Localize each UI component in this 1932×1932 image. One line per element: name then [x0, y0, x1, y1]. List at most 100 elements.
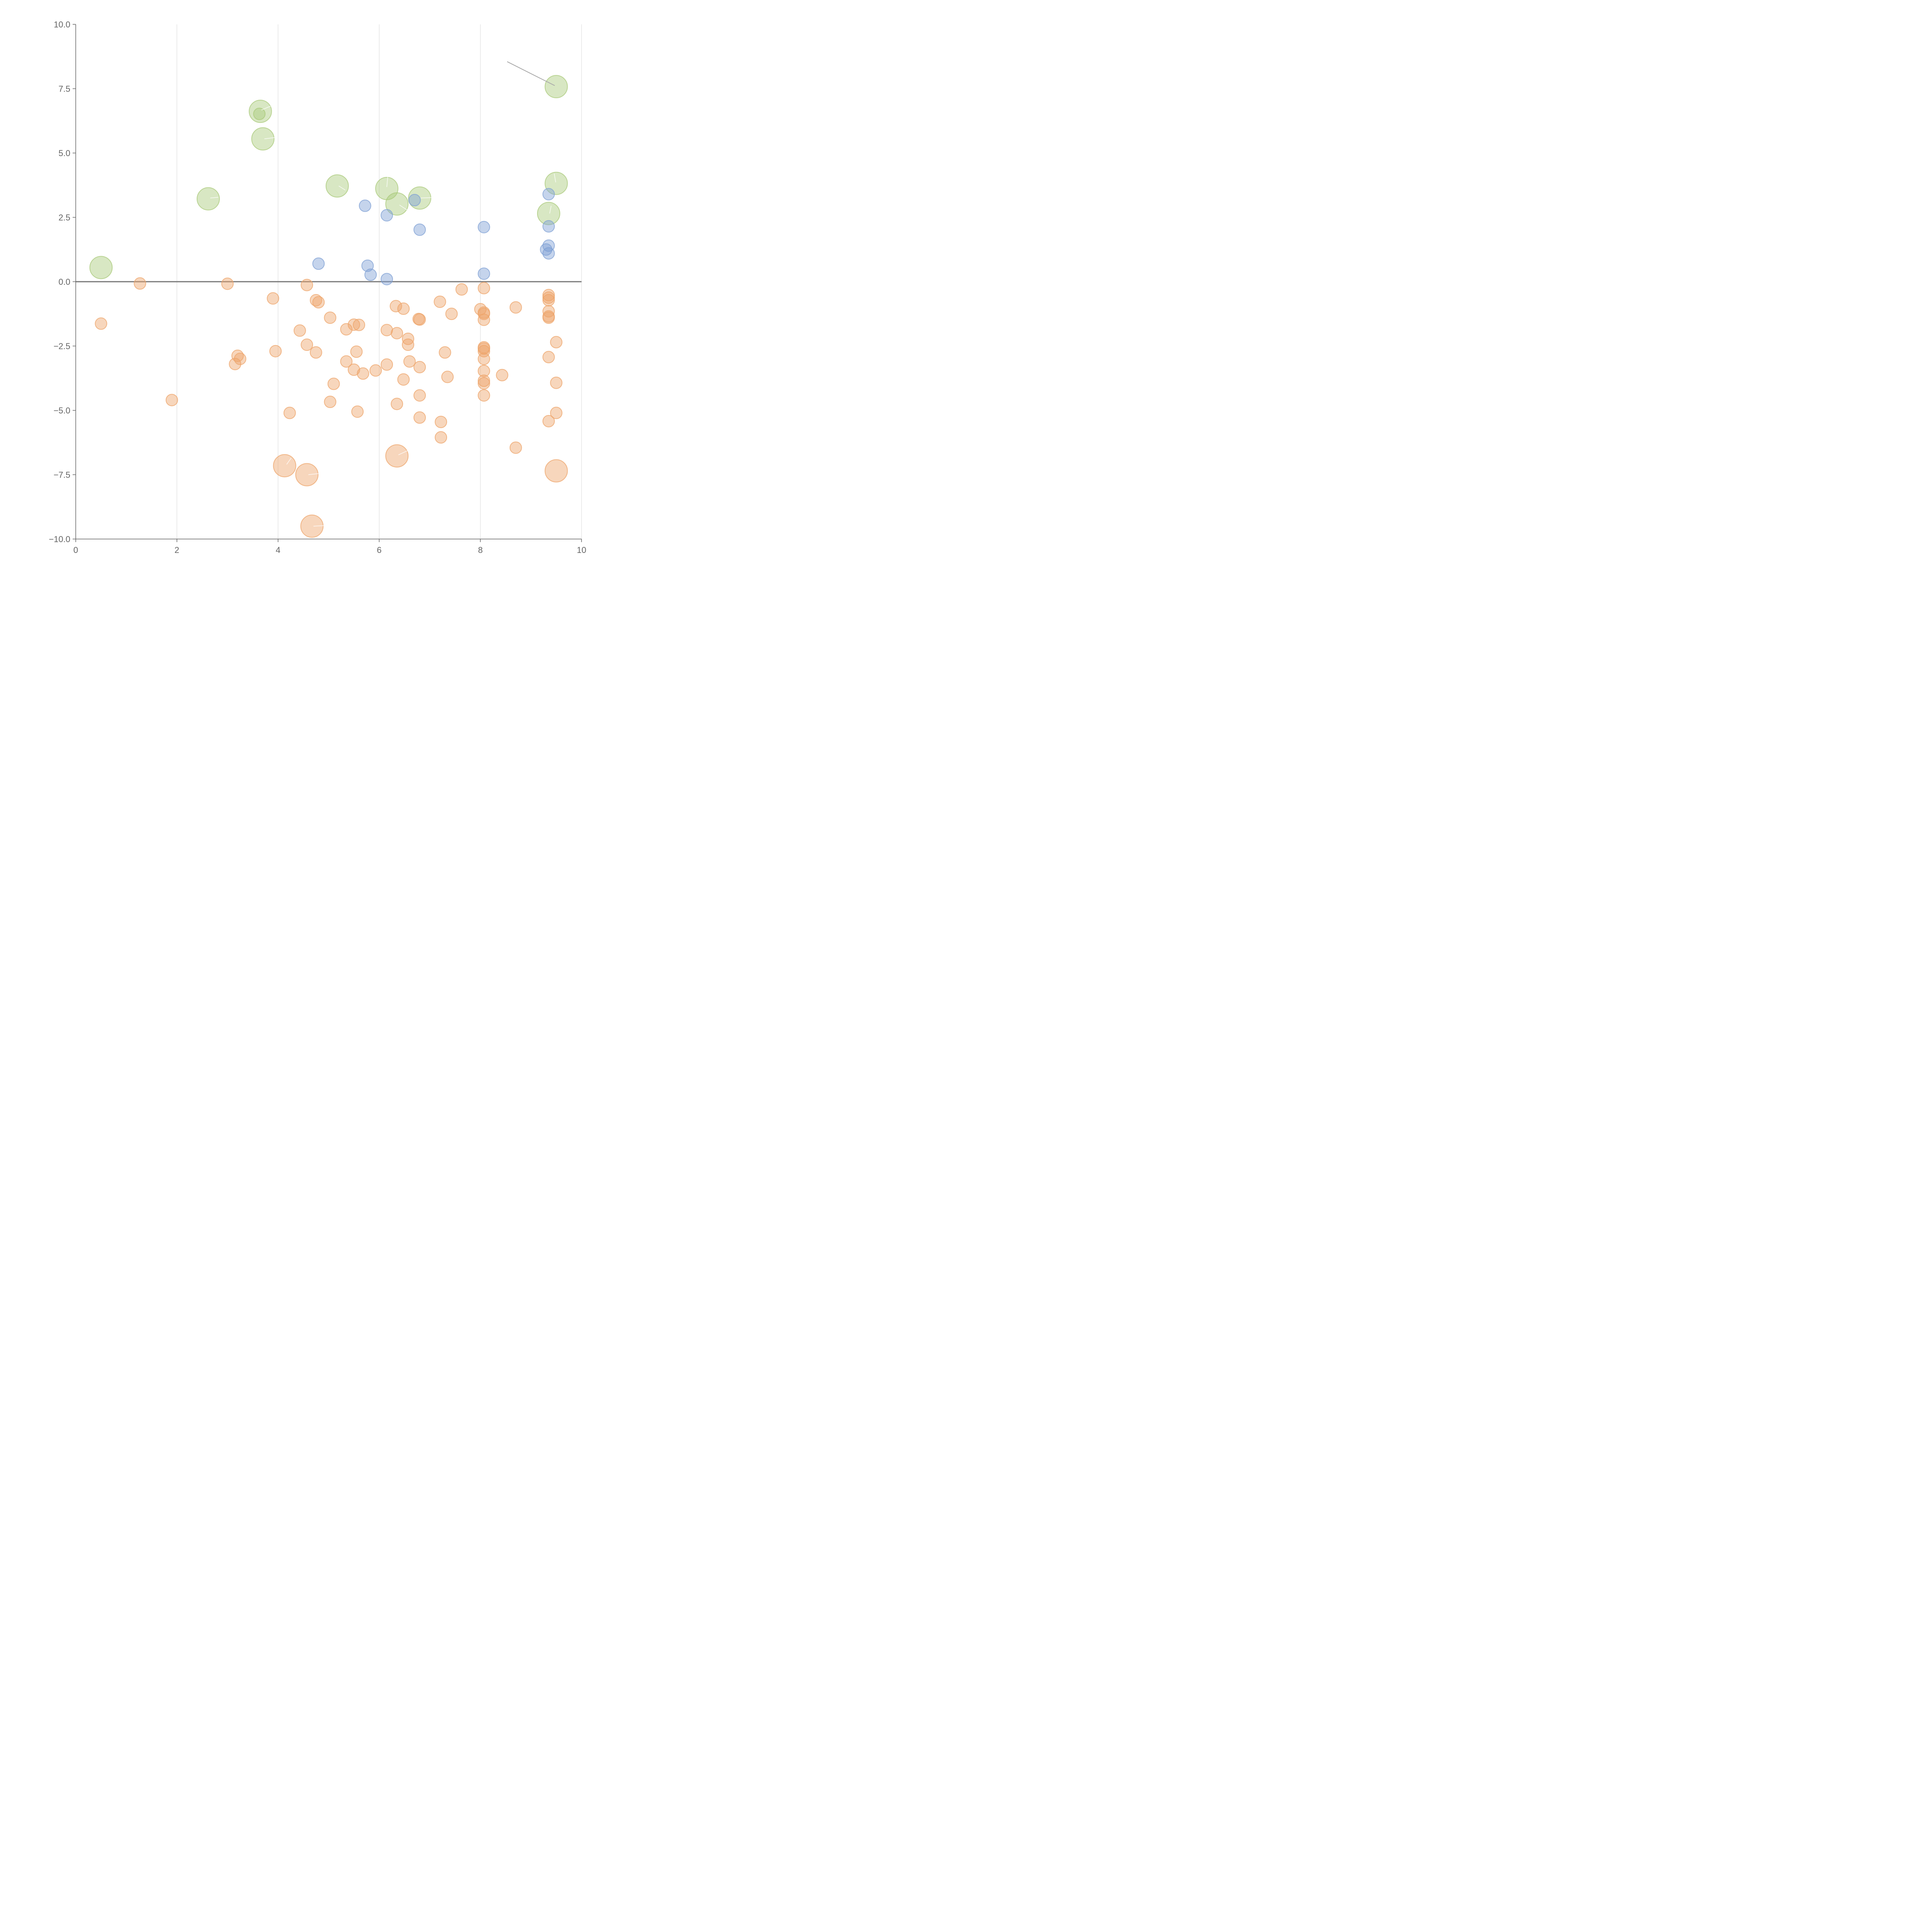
data-point-orange: [340, 323, 353, 336]
data-point-orange: [413, 411, 426, 424]
y-tick-label: 10.0: [54, 20, 70, 29]
x-tick-label: 0: [73, 545, 78, 555]
data-point-orange: [412, 313, 425, 325]
leader-line: [308, 473, 320, 475]
data-point-orange: [229, 358, 242, 371]
data-point-orange: [391, 327, 403, 340]
data-point-orange: [267, 292, 279, 305]
y-tick-label: 0.0: [58, 277, 70, 287]
data-point-blue: [413, 223, 426, 236]
data-point-blue: [312, 257, 325, 270]
data-point-orange: [234, 352, 247, 365]
axes-layer: 0 2 4 6 8 10 −10.0 −7.5 −5.0 −2.5 0.0 2.5 5.0 7.5 10.0: [49, 20, 586, 555]
data-point-orange: [397, 373, 410, 386]
data-point-orange: [435, 415, 447, 428]
data-point-orange: [353, 318, 366, 331]
data-point-orange: [324, 396, 337, 408]
leader-line: [210, 197, 219, 199]
data-point-orange: [389, 300, 402, 313]
data-point-orange: [455, 283, 468, 296]
scatter-chart: 0 2 4 6 8 10 −10.0 −7.5 −5.0 −2.5 0.0 2.5 5.0 7.5 10.0: [49, 20, 586, 555]
data-point-orange: [542, 294, 555, 306]
data-point-orange: [542, 291, 555, 304]
data-point-orange: [434, 295, 446, 308]
leader-lines-layer: [210, 61, 556, 527]
data-point-blue: [381, 209, 393, 222]
data-point-orange: [509, 441, 522, 454]
data-point-orange: [478, 365, 490, 378]
data-point-orange: [391, 398, 403, 410]
y-tick-label: −7.5: [54, 470, 70, 480]
data-point-orange: [478, 342, 490, 355]
data-point-orange: [301, 279, 313, 291]
data-point-orange: [413, 389, 426, 402]
data-point-orange-large: [544, 459, 568, 483]
data-point-green: [196, 187, 220, 211]
data-point-orange: [478, 377, 490, 390]
y-tick-label: 5.0: [58, 148, 70, 158]
data-point-orange: [95, 317, 107, 330]
x-tick-label: 2: [175, 545, 179, 555]
leader-line: [386, 176, 388, 187]
y-tick-label: −10.0: [49, 534, 70, 544]
data-point-orange: [357, 367, 369, 380]
data-point-orange: [347, 318, 360, 331]
data-point-green: [89, 256, 113, 279]
data-point-orange: [369, 364, 382, 377]
data-point-orange: [542, 305, 555, 318]
data-point-orange: [413, 361, 426, 374]
x-tick-label: 10: [577, 545, 586, 555]
data-point-blue: [359, 199, 371, 212]
data-point-green: [325, 174, 349, 198]
leader-line: [398, 450, 409, 455]
leader-line: [264, 137, 275, 139]
data-point-orange: [403, 355, 416, 368]
data-point-blue: [542, 220, 555, 233]
x-tick-label: 4: [276, 545, 280, 555]
data-point-green: [537, 202, 560, 225]
data-point-orange: [327, 378, 340, 390]
y-tick-label: 2.5: [58, 213, 70, 223]
data-point-orange: [509, 301, 522, 314]
data-point-green: [251, 127, 275, 151]
data-point-orange: [381, 324, 393, 337]
data-point-green-small: [253, 107, 266, 120]
data-point-orange: [445, 308, 458, 320]
data-point-orange: [542, 351, 555, 364]
x-tick-label: 6: [377, 545, 381, 555]
data-point-orange: [478, 352, 490, 365]
data-point-orange: [269, 345, 282, 357]
data-point-orange: [439, 346, 451, 359]
leader-line: [261, 106, 271, 111]
leader-line-annotation: [507, 61, 555, 86]
data-point-orange: [550, 376, 563, 389]
data-point-blue: [381, 273, 393, 286]
data-point-orange: [310, 346, 322, 359]
data-point-orange: [351, 405, 364, 418]
data-point-blue: [478, 221, 490, 233]
y-tick-label: −2.5: [54, 342, 70, 351]
leader-line: [420, 197, 432, 199]
data-point-orange: [542, 311, 555, 324]
leader-line: [286, 457, 292, 465]
data-point-orange: [347, 363, 360, 376]
data-point-orange: [542, 415, 555, 427]
data-point-blue: [478, 267, 490, 280]
data-point-orange: [550, 406, 563, 419]
data-point-orange: [381, 358, 393, 371]
data-point-orange: [402, 338, 415, 351]
data-point-orange-large: [300, 514, 324, 538]
data-point-orange: [478, 282, 490, 294]
data-point-orange: [350, 345, 363, 358]
data-point-orange: [293, 324, 306, 337]
data-point-orange: [542, 289, 555, 301]
data-point-green: [544, 75, 568, 99]
data-point-orange: [441, 371, 454, 383]
data-point-orange: [550, 336, 563, 349]
data-point-orange: [340, 355, 353, 368]
data-point-orange: [478, 389, 490, 402]
data-point-blue: [542, 247, 555, 260]
data-point-orange: [301, 338, 313, 351]
data-point-green: [385, 192, 409, 216]
data-point-blue: [364, 269, 377, 281]
